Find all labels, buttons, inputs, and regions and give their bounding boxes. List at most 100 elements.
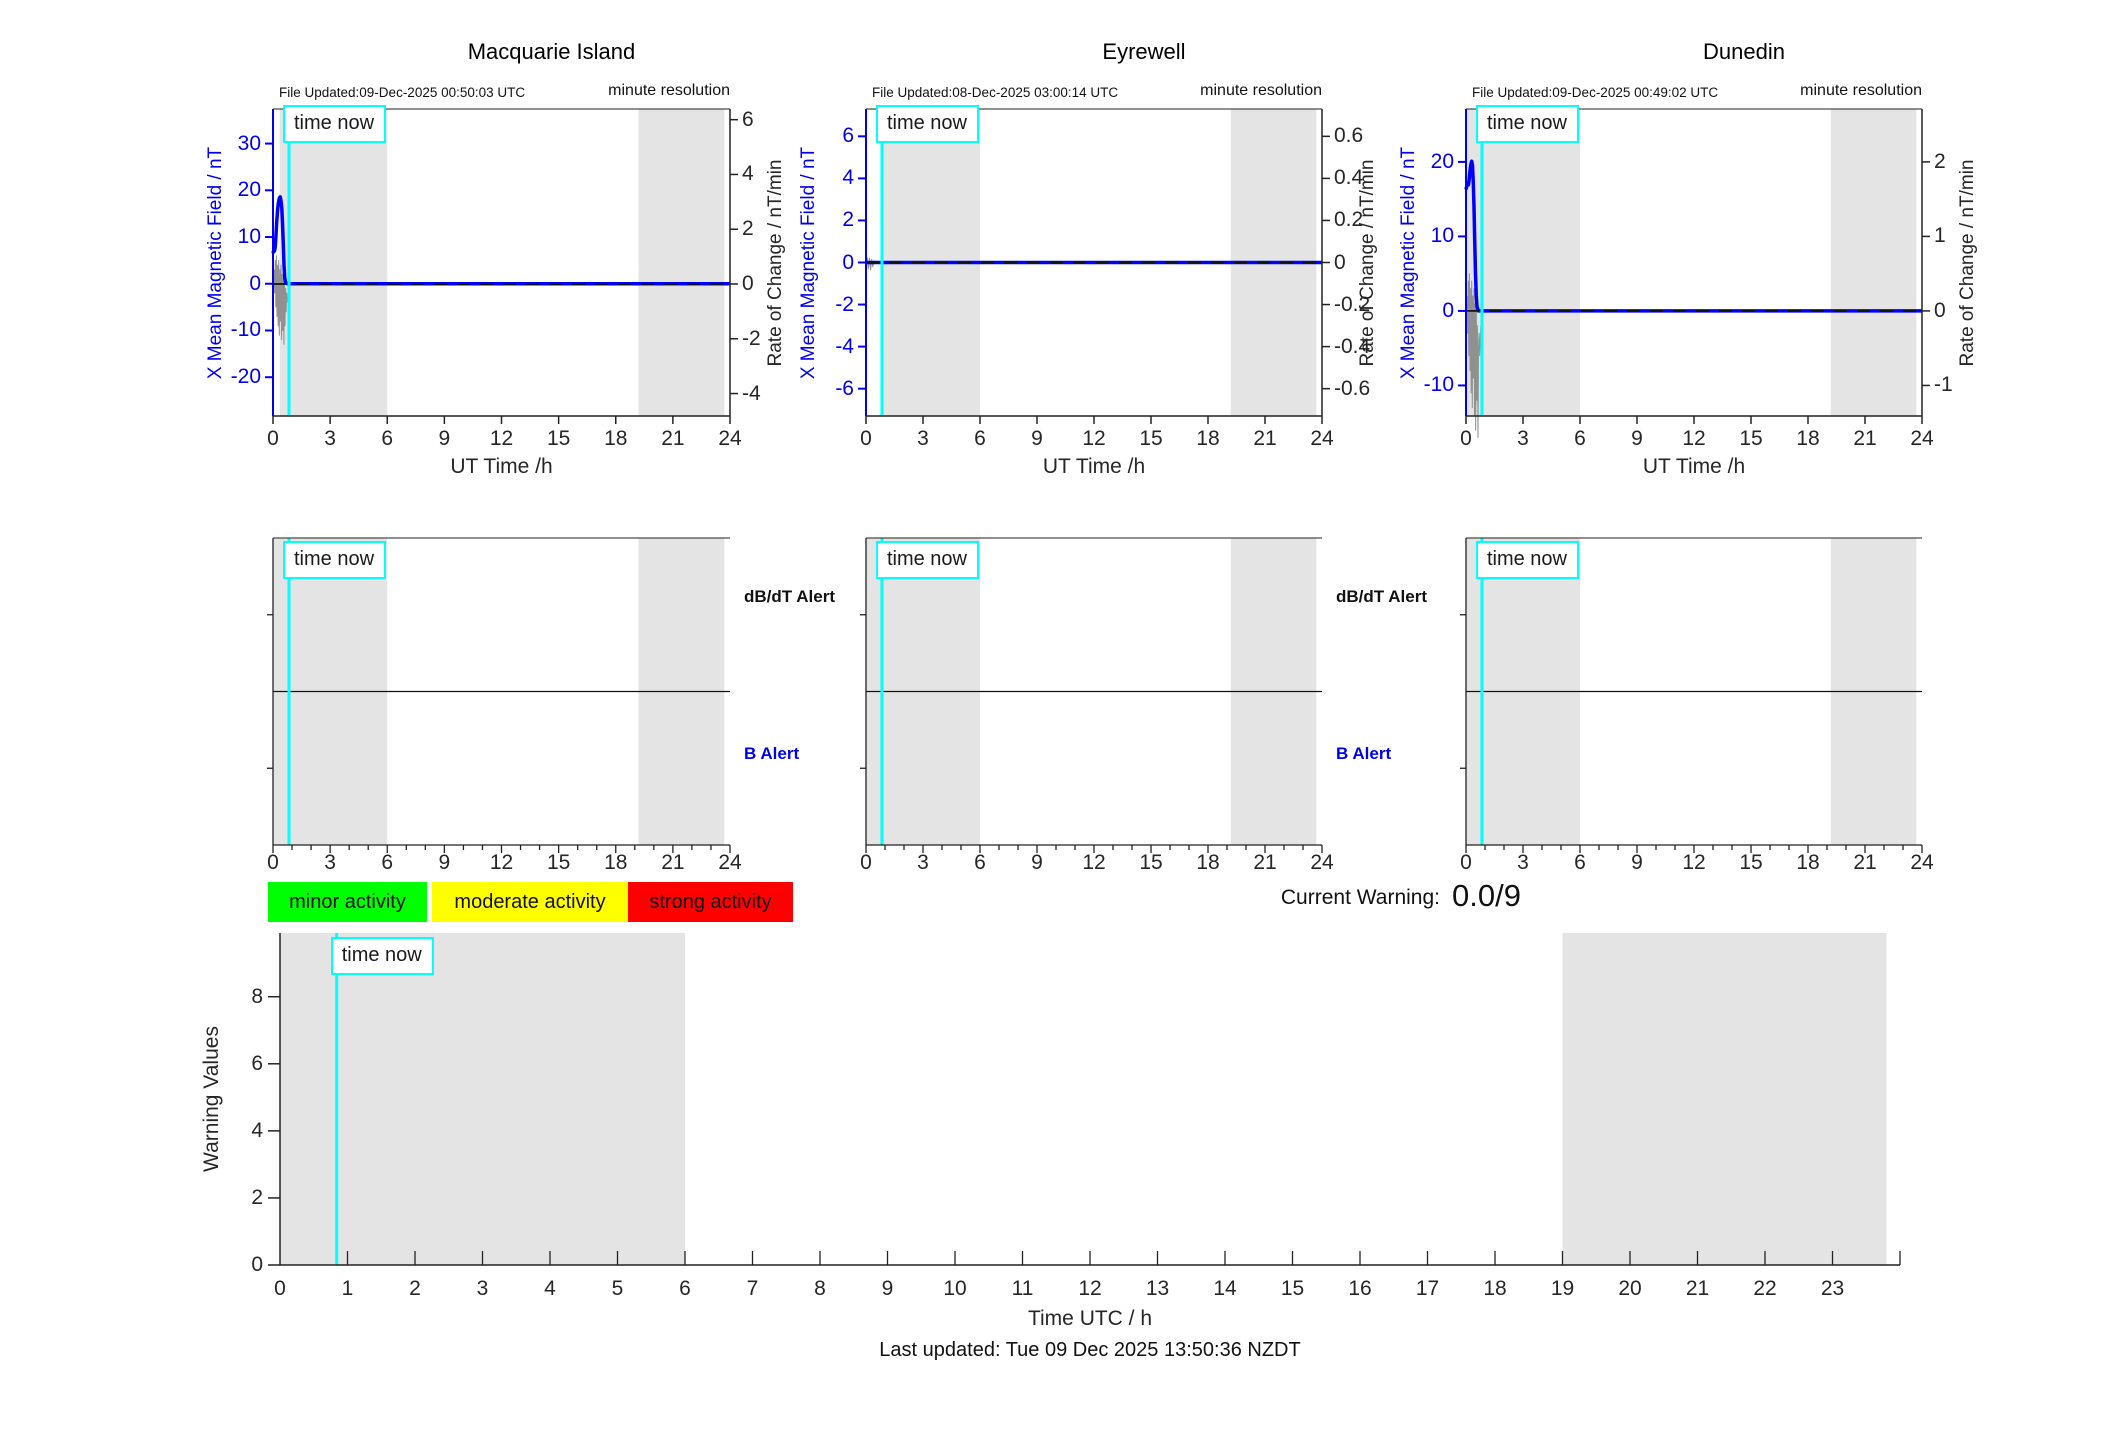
forecast-band-dunedin-0	[1466, 109, 1580, 416]
warning-x-tick-label: 3	[476, 1277, 489, 1300]
right-tick-label-eyrewell: -0.2	[1334, 292, 1371, 316]
alert-x-tick-label-macquarie-island: 6	[381, 851, 394, 874]
warning-x-tick-label: 21	[1685, 1277, 1710, 1300]
warning-x-tick-label: 13	[1145, 1277, 1170, 1300]
alert-x-tick-label-eyrewell: 0	[860, 851, 872, 874]
left-tick-label-dunedin: 10	[1430, 224, 1454, 248]
left-tick-label-dunedin: -10	[1423, 373, 1454, 397]
file-updated-macquarie-island: File Updated:09-Dec-2025 00:50:03 UTC	[279, 85, 526, 100]
warning-x-tick-label: 6	[679, 1277, 691, 1300]
alert-x-tick-label-macquarie-island: 24	[718, 851, 742, 874]
b-alert-label-macquarie-island: B Alert	[744, 744, 800, 763]
x-tick-label-dunedin: 6	[1574, 427, 1586, 450]
right-tick-label-macquarie-island: 6	[742, 107, 754, 131]
left-axis-label-dunedin: X Mean Magnetic Field / nT	[1398, 146, 1420, 379]
x-mean-magnetic-field-series-macquarie-island	[271, 195, 730, 286]
file-updated-dunedin: File Updated:09-Dec-2025 00:49:02 UTC	[1472, 85, 1719, 100]
x-tick-label-macquarie-island: 12	[489, 427, 514, 450]
alert-x-tick-label-eyrewell: 9	[1031, 851, 1043, 874]
left-tick-label-macquarie-island: 30	[237, 131, 261, 155]
warning-x-tick-label: 7	[746, 1277, 759, 1300]
x-tick-label-macquarie-island: 6	[381, 427, 394, 450]
legend-strong-activity-label: strong activity	[649, 890, 772, 913]
alert-x-tick-label-eyrewell: 12	[1082, 851, 1106, 874]
right-tick-label-eyrewell: 0	[1334, 250, 1346, 274]
dbdt-alert-label-eyrewell: dB/dT Alert	[1336, 587, 1427, 606]
time-utc-axis-label: Time UTC / h	[1027, 1307, 1153, 1330]
alert-x-tick-label-dunedin: 24	[1910, 851, 1934, 874]
warning-x-tick-label: 22	[1753, 1277, 1777, 1300]
warning-x-tick-label: 16	[1348, 1277, 1372, 1300]
x-tick-label-eyrewell: 0	[860, 427, 872, 450]
alert-x-tick-label-dunedin: 6	[1574, 851, 1586, 874]
warning-x-tick-label: 8	[814, 1277, 826, 1300]
alert-x-tick-label-dunedin: 21	[1853, 851, 1877, 874]
alert-x-tick-label-macquarie-island: 18	[604, 851, 628, 874]
alert-x-tick-label-dunedin: 15	[1739, 851, 1763, 874]
left-tick-label-macquarie-island: -20	[230, 365, 261, 389]
x-tick-label-eyrewell: 9	[1031, 427, 1043, 450]
left-tick-label-eyrewell: -4	[835, 334, 854, 358]
warning-x-tick-label: 14	[1213, 1277, 1237, 1300]
alert-time-now-flag-dunedin: time now	[1475, 541, 1579, 579]
left-tick-label-dunedin: 20	[1430, 149, 1454, 173]
alert-x-tick-label-macquarie-island: 0	[267, 851, 279, 874]
left-tick-label-macquarie-island: 10	[237, 225, 261, 249]
alert-x-tick-label-eyrewell: 15	[1139, 851, 1163, 874]
warning-x-tick-label: 15	[1280, 1277, 1305, 1300]
warning-x-tick-label: 20	[1618, 1277, 1642, 1300]
resolution-note-dunedin: minute resolution	[1800, 82, 1922, 99]
warning-x-tick-label: 0	[274, 1277, 286, 1300]
alert-x-tick-label-macquarie-island: 12	[489, 851, 514, 874]
x-tick-label-macquarie-island: 0	[267, 427, 279, 450]
left-tick-label-macquarie-island: 0	[249, 271, 261, 295]
x-tick-label-dunedin: 12	[1682, 427, 1706, 450]
x-tick-label-dunedin: 0	[1460, 427, 1472, 450]
raw-variation-series-macquarie-island	[273, 255, 288, 345]
station-title-eyrewell: Eyrewell	[1102, 39, 1186, 64]
left-axis-label-eyrewell: X Mean Magnetic Field / nT	[798, 146, 820, 379]
warning-y-tick-label: 8	[251, 984, 263, 1008]
station-title-dunedin: Dunedin	[1703, 39, 1785, 64]
alert-x-tick-label-dunedin: 3	[1517, 851, 1529, 874]
alert-x-tick-label-dunedin: 9	[1631, 851, 1643, 874]
left-tick-label-macquarie-island: 20	[237, 178, 261, 202]
warning-x-tick-label: 1	[341, 1277, 354, 1300]
warning-x-tick-label: 19	[1550, 1277, 1575, 1300]
warning-x-tick-label: 4	[544, 1277, 556, 1300]
forecast-band-dunedin-1	[1830, 109, 1917, 416]
b-alert-label-eyrewell: B Alert	[1336, 744, 1392, 763]
ut-time-axis-label-macquarie-island: UT Time /h	[450, 455, 553, 478]
x-tick-label-dunedin: 21	[1853, 427, 1877, 450]
warning-y-tick-label: 6	[251, 1051, 263, 1075]
alert-x-tick-label-eyrewell: 21	[1253, 851, 1277, 874]
x-tick-label-eyrewell: 3	[917, 427, 929, 450]
x-tick-label-dunedin: 9	[1631, 427, 1643, 450]
file-updated-eyrewell: File Updated:08-Dec-2025 03:00:14 UTC	[872, 85, 1119, 100]
right-tick-label-macquarie-island: 2	[742, 217, 754, 241]
raw-variation-series-eyrewell	[866, 257, 875, 271]
right-tick-label-macquarie-island: -2	[742, 326, 761, 350]
warning-x-tick-label: 23	[1820, 1277, 1845, 1300]
warning-y-tick-label: 0	[251, 1252, 263, 1276]
x-tick-label-eyrewell: 18	[1196, 427, 1220, 450]
warning-x-tick-label: 5	[611, 1277, 624, 1300]
forecast-band-macquarie-island-1	[638, 109, 725, 416]
time-now-flag-eyrewell: time now	[875, 105, 979, 143]
x-tick-label-dunedin: 3	[1517, 427, 1529, 450]
alert-x-tick-label-dunedin: 0	[1460, 851, 1472, 874]
warning-x-tick-label: 2	[409, 1277, 421, 1300]
resolution-note-macquarie-island: minute resolution	[608, 82, 730, 99]
right-axis-label-macquarie-island: Rate of Change / nT/min	[765, 159, 787, 366]
x-mean-magnetic-field-series-dunedin	[1464, 159, 1922, 313]
right-tick-label-macquarie-island: 4	[742, 162, 754, 186]
warning-values-axis-label: Warning Values	[199, 1026, 223, 1172]
left-tick-label-eyrewell: -6	[835, 376, 854, 400]
warning-x-tick-label: 10	[943, 1277, 967, 1300]
warning-time-now-flag: time now	[330, 937, 434, 975]
last-updated-text: Last updated: Tue 09 Dec 2025 13:50:36 N…	[879, 1339, 1301, 1361]
current-warning-value: 0.0/9	[1452, 878, 1521, 913]
right-tick-label-eyrewell: -0.6	[1334, 376, 1371, 400]
warning-x-tick-label: 18	[1483, 1277, 1507, 1300]
right-tick-label-dunedin: 0	[1934, 298, 1946, 322]
